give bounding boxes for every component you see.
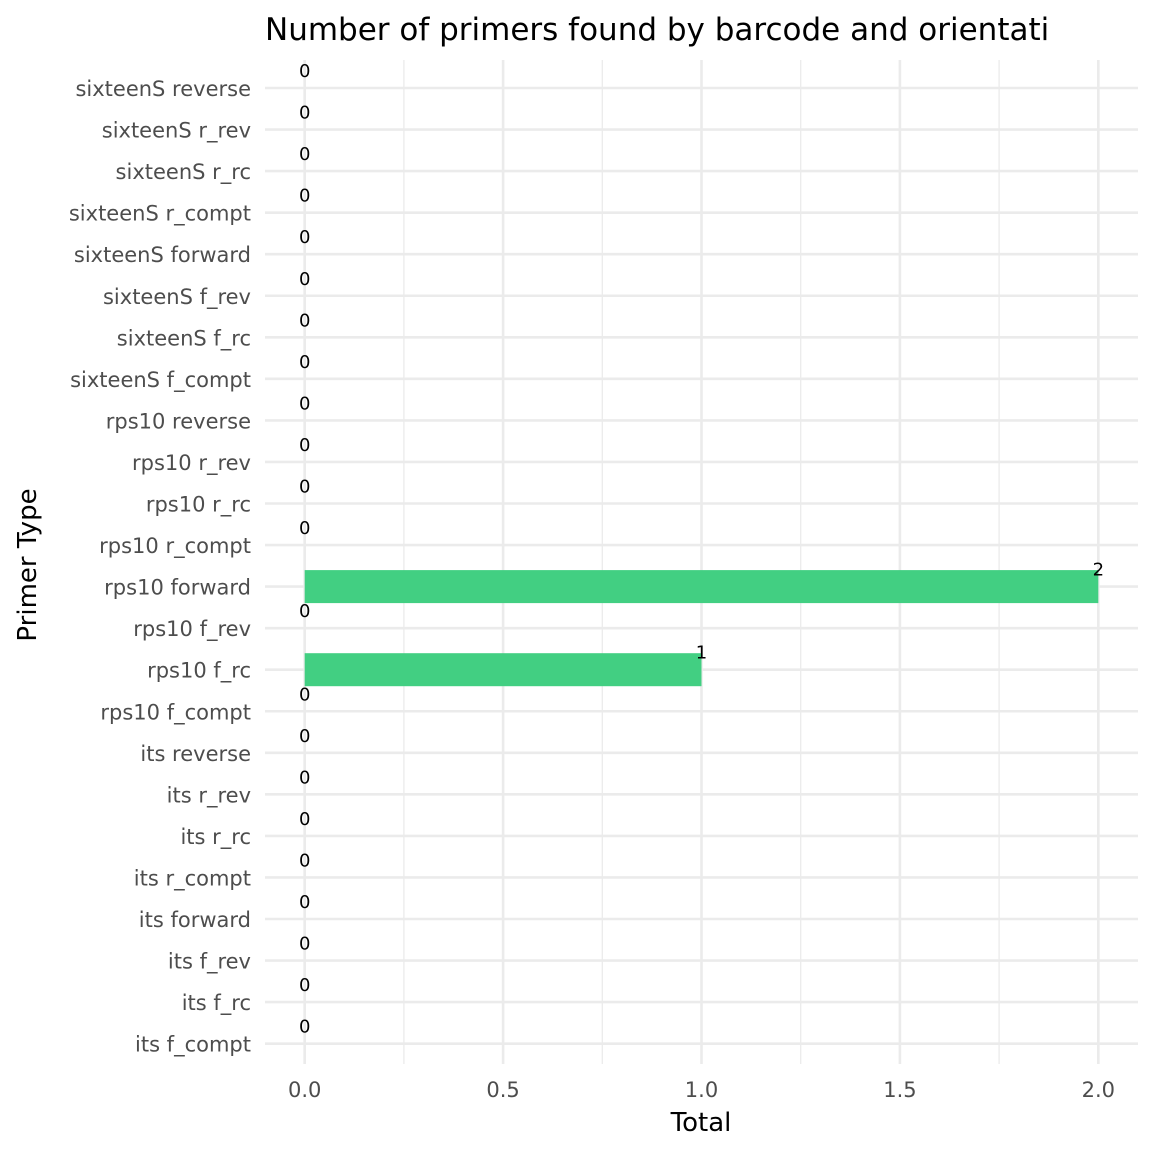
y-tick-label: sixteenS r_rc xyxy=(116,160,251,185)
minor-gridlines xyxy=(403,60,1000,1064)
y-tick-label: sixteenS reverse xyxy=(75,77,251,101)
x-axis-title: Total xyxy=(670,1108,732,1138)
y-tick-label: sixteenS forward xyxy=(74,243,251,267)
x-tick-label: 0.0 xyxy=(288,1078,321,1102)
data-label: 0 xyxy=(299,726,310,747)
data-label: 0 xyxy=(299,601,310,622)
x-tick-label: 1.5 xyxy=(883,1078,916,1102)
data-label: 0 xyxy=(299,892,310,913)
y-tick-label: its f_compt xyxy=(135,1033,251,1058)
chart-title: Number of primers found by barcode and o… xyxy=(265,12,1049,48)
x-tick-label: 1.0 xyxy=(685,1078,718,1102)
y-tick-label: rps10 f_rc xyxy=(147,659,251,684)
bars xyxy=(304,570,1099,687)
y-tick-label: its f_rc xyxy=(182,991,251,1016)
data-label: 0 xyxy=(299,477,310,498)
data-label: 0 xyxy=(299,975,310,996)
y-tick-label: its reverse xyxy=(140,742,251,766)
y-tick-label: sixteenS r_rev xyxy=(102,119,251,144)
y-tick-label: its f_rev xyxy=(168,950,251,975)
y-tick-label: sixteenS f_rc xyxy=(117,326,251,351)
y-tick-label: its r_rc xyxy=(180,825,251,850)
data-label: 0 xyxy=(299,850,310,871)
data-label: 0 xyxy=(299,144,310,165)
y-axis-title: Primer Type xyxy=(13,488,43,641)
y-tick-label: its forward xyxy=(139,908,251,932)
data-label: 0 xyxy=(299,767,310,788)
y-tick-label: rps10 r_rev xyxy=(132,451,251,476)
data-label: 0 xyxy=(299,352,310,373)
data-label: 0 xyxy=(299,934,310,955)
y-tick-label: its r_compt xyxy=(134,866,251,891)
data-label: 0 xyxy=(299,227,310,248)
data-label: 2 xyxy=(1093,560,1104,581)
data-label: 0 xyxy=(299,186,310,207)
data-label: 0 xyxy=(299,809,310,830)
data-label: 0 xyxy=(299,1017,310,1038)
data-label: 0 xyxy=(299,269,310,290)
x-tick-label: 2.0 xyxy=(1082,1078,1115,1102)
data-label: 0 xyxy=(299,684,310,705)
y-axis-tick-labels: sixteenS reverse sixteenS r_rev sixteenS r… xyxy=(69,77,251,1058)
data-label: 0 xyxy=(299,61,310,82)
data-label: 0 xyxy=(299,393,310,414)
y-tick-label: rps10 reverse xyxy=(106,409,251,433)
bar xyxy=(304,653,702,687)
data-label: 0 xyxy=(299,518,310,539)
y-tick-label: rps10 f_rev xyxy=(133,617,251,642)
data-label: 0 xyxy=(299,310,310,331)
data-label: 1 xyxy=(696,643,707,664)
y-tick-label: sixteenS r_compt xyxy=(69,202,251,227)
y-tick-label: rps10 r_rc xyxy=(146,493,251,518)
y-tick-label: rps10 f_compt xyxy=(100,700,251,725)
x-axis-tick-labels: 0.0 0.5 1.0 1.5 2.0 xyxy=(288,1078,1115,1102)
y-tick-label: rps10 forward xyxy=(104,576,251,600)
y-tick-label: its r_rev xyxy=(167,783,251,808)
bar xyxy=(304,570,1099,604)
data-labels: 0 0 0 0 0 0 0 0 0 0 0 0 2 0 1 0 0 0 0 0 0 0 0 0 xyxy=(299,61,1104,1038)
major-gridlines xyxy=(265,60,1138,1064)
y-tick-label: sixteenS f_rev xyxy=(103,285,251,310)
data-label: 0 xyxy=(299,435,310,456)
x-tick-label: 0.5 xyxy=(486,1078,519,1102)
y-tick-label: sixteenS f_compt xyxy=(70,368,251,393)
y-tick-label: rps10 r_compt xyxy=(99,534,251,559)
data-label: 0 xyxy=(299,103,310,124)
